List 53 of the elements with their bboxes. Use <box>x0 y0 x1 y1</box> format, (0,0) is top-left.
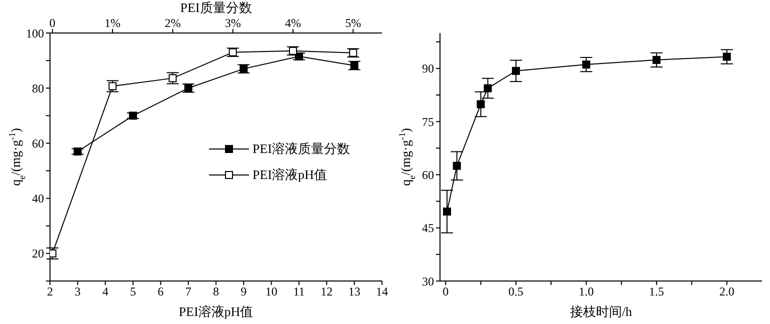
point <box>582 60 590 69</box>
x-tick-label: 5 <box>130 284 136 299</box>
point <box>74 147 82 156</box>
y-tick-label: 75 <box>422 114 434 129</box>
x2-tick-label: 5% <box>345 16 362 30</box>
x2-tick-label: 3% <box>224 16 241 30</box>
point <box>129 112 137 120</box>
x-axis-title: 接枝时间/h <box>570 304 633 319</box>
legend-label: PEI溶液pH值 <box>252 166 327 184</box>
point <box>722 52 731 61</box>
x-tick-label: 2.0 <box>719 284 734 299</box>
y-tick-label: 90 <box>422 62 434 76</box>
x2-axis-title: PEI质量分数 <box>180 0 252 16</box>
x-tick-label: 3 <box>74 284 81 299</box>
x-tick-label: 8 <box>213 284 219 299</box>
x-tick-label: 6 <box>158 284 164 299</box>
x-tick-label: 11 <box>293 284 305 299</box>
x-tick-label: 2 <box>47 284 53 299</box>
point <box>240 64 248 73</box>
x-tick-label: 1.0 <box>578 284 594 299</box>
x-tick-label: 14 <box>376 284 388 299</box>
y-tick-label: 60 <box>32 136 44 150</box>
x-tick-label: 4 <box>102 284 108 299</box>
y-tick-label: 45 <box>422 221 434 236</box>
point <box>484 84 492 92</box>
x2-tick-label: 1% <box>104 16 121 30</box>
point <box>652 56 661 64</box>
x-tick-label: 9 <box>240 284 247 299</box>
x-tick-label: 10 <box>265 284 278 299</box>
x-tick-label: 12 <box>320 284 333 299</box>
y-tick-label: 100 <box>26 26 44 40</box>
x-tick-label: 7 <box>185 284 192 299</box>
point <box>476 100 485 108</box>
point <box>512 66 520 75</box>
x-tick-label: 1.5 <box>649 284 664 299</box>
y-tick-label: 20 <box>32 246 44 261</box>
x2-tick-label: 2% <box>164 16 181 30</box>
y-tick-label: 30 <box>422 274 434 288</box>
point <box>350 62 358 70</box>
x-tick-label: 13 <box>348 284 360 299</box>
y-tick-label: 60 <box>422 168 434 182</box>
x2-tick-label: 4% <box>284 16 301 30</box>
y-tick-label: 40 <box>32 192 44 206</box>
point <box>184 84 192 92</box>
x-tick-label: 0.5 <box>508 284 524 299</box>
x-axis-title: PEI溶液pH值 <box>178 304 254 319</box>
x-tick-label: 0 <box>442 284 449 299</box>
point <box>443 208 452 216</box>
point <box>452 162 461 170</box>
legend-label: PEI溶液质量分数 <box>252 140 350 158</box>
point <box>295 52 303 60</box>
x2-tick-label: 0 <box>49 16 56 30</box>
y-tick-label: 80 <box>32 81 44 96</box>
